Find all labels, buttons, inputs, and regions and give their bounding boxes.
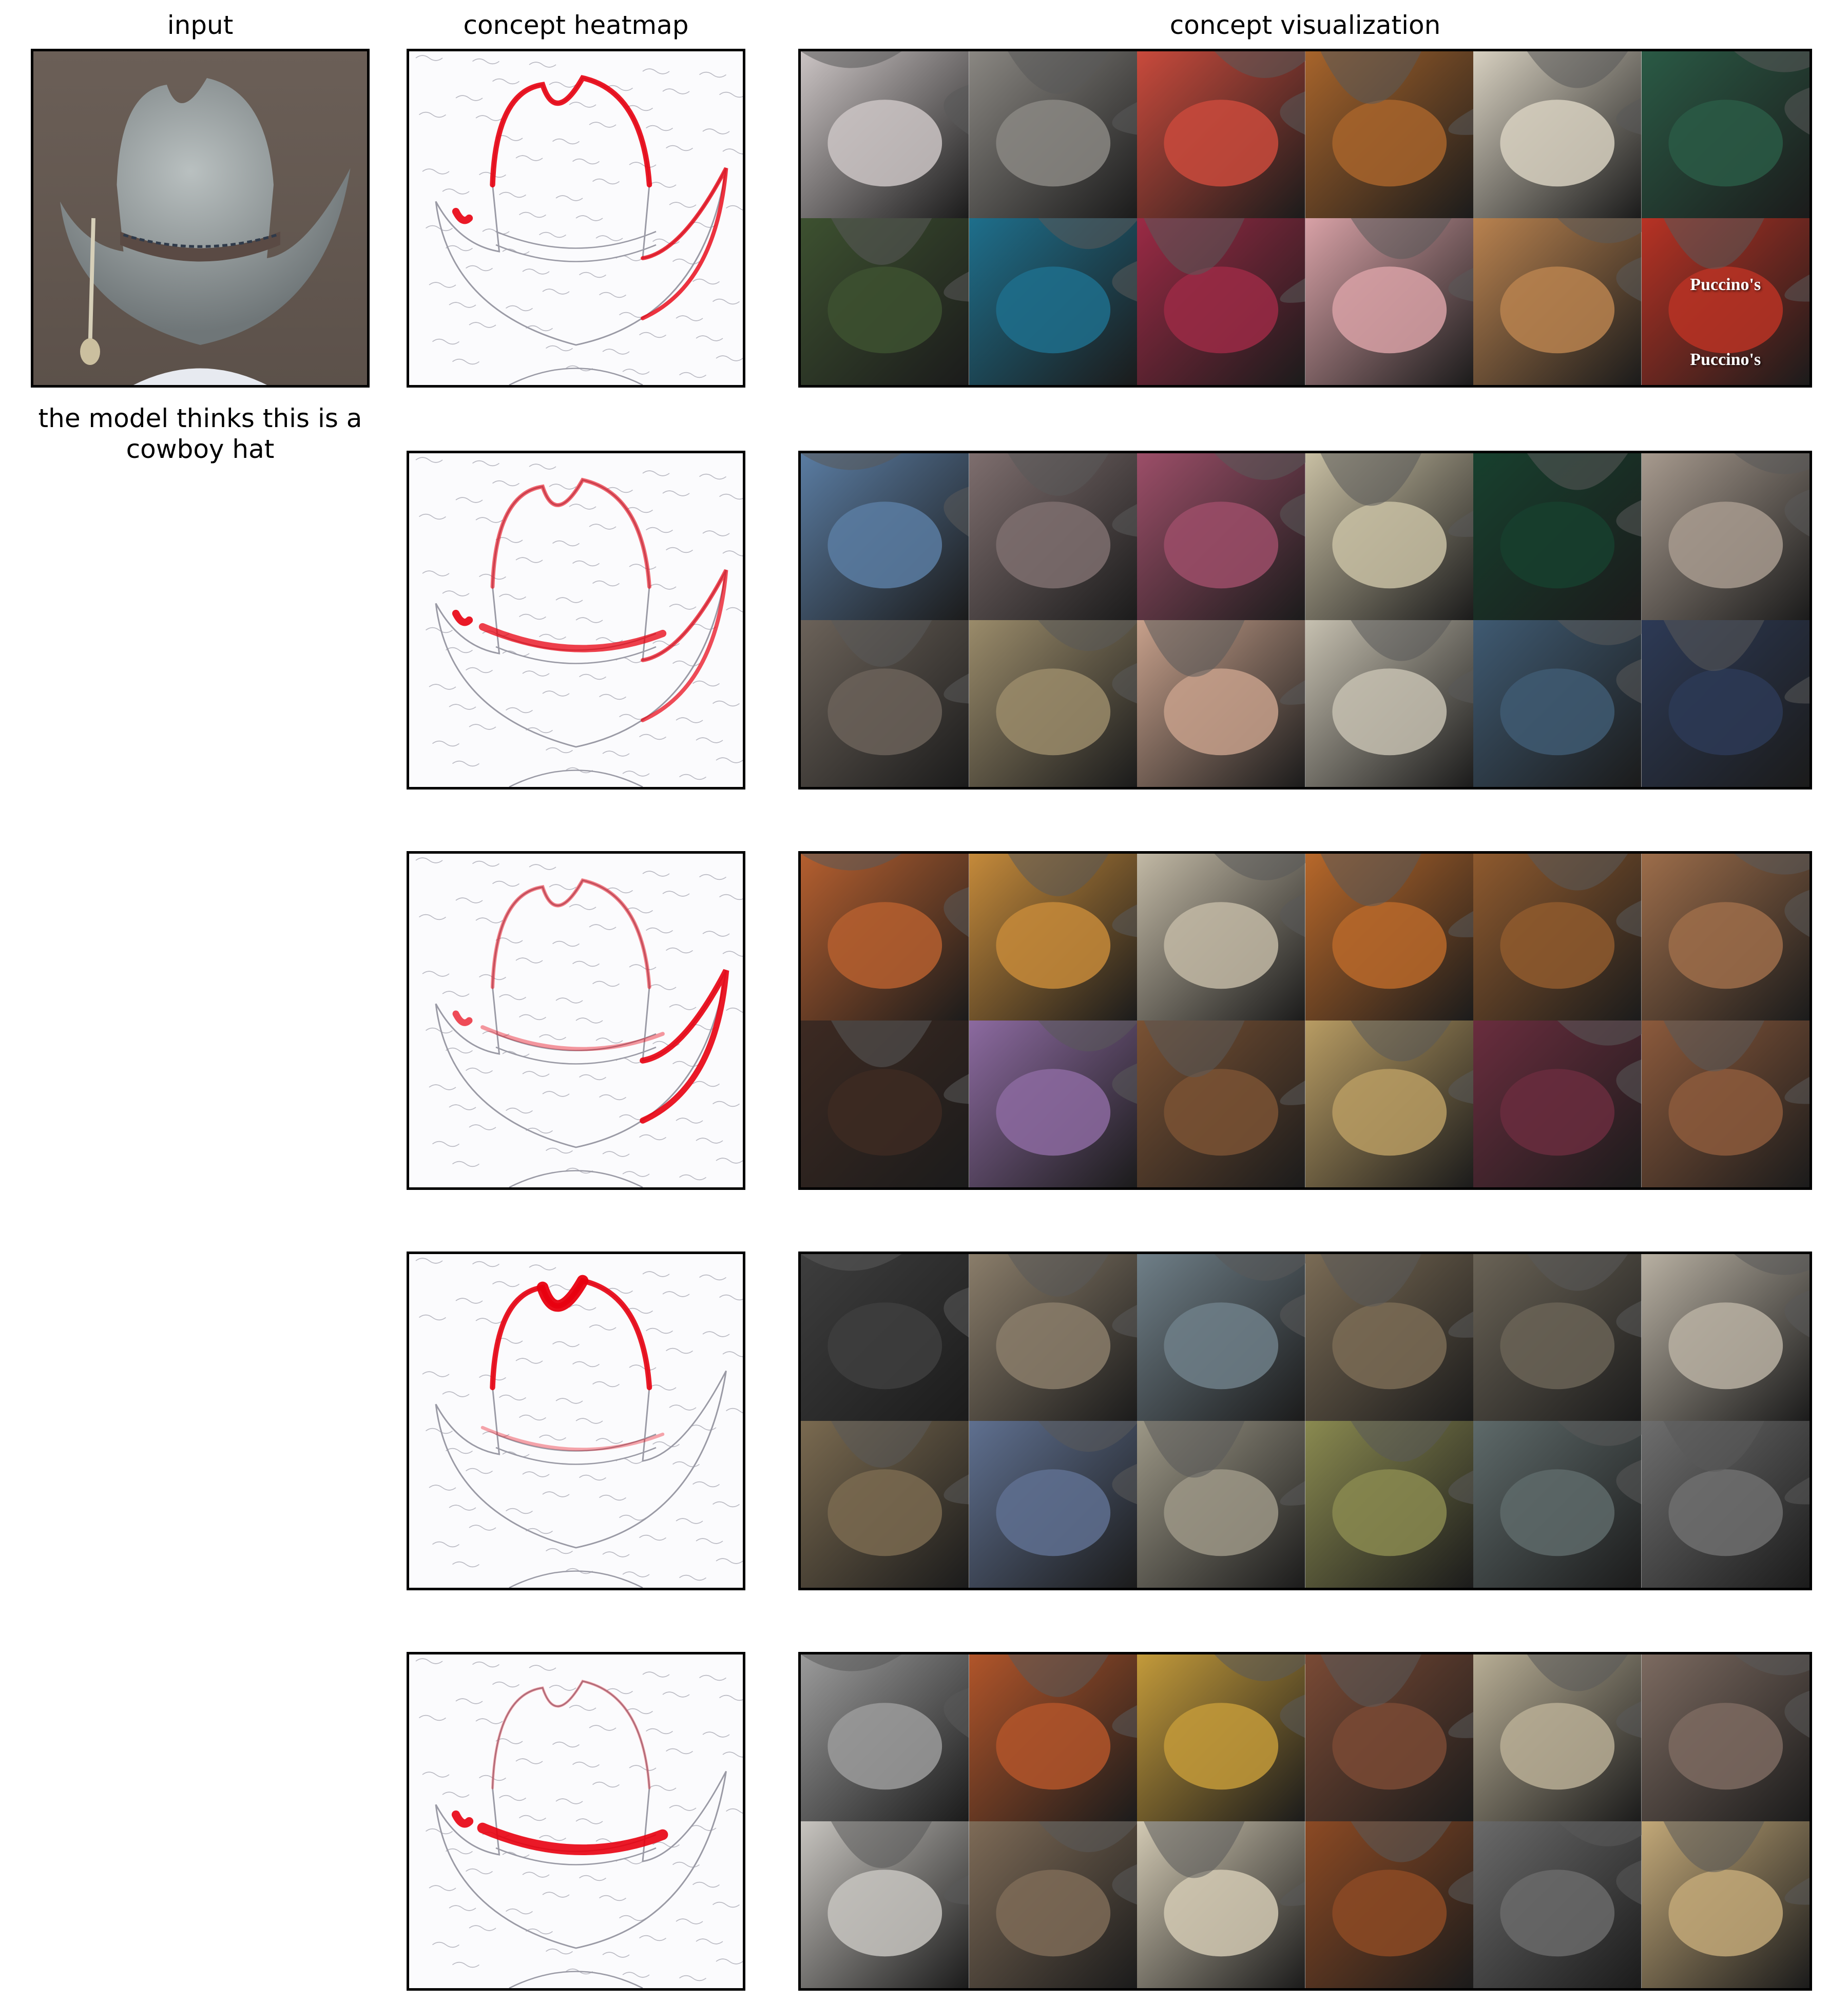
concept-image-tile	[801, 51, 969, 218]
concept-image-tile	[1137, 1421, 1305, 1588]
concept-image-tile	[801, 453, 969, 620]
concept-image-tile	[801, 620, 969, 787]
prediction-caption: the model thinks this is a cowboy hat	[38, 403, 362, 464]
heat-highlight	[452, 1010, 473, 1026]
concept-visualization-grid	[798, 451, 1812, 790]
concept-image-tile	[1305, 1421, 1473, 1588]
heat-highlight	[641, 569, 728, 722]
heat-highlight	[451, 1810, 474, 1828]
concept-image-tile	[801, 1421, 969, 1588]
concept-heatmap	[407, 49, 745, 388]
concept-image-tile	[801, 1654, 969, 1821]
concept-heatmap	[407, 851, 745, 1190]
concept-image-tile	[969, 51, 1137, 218]
concept-visualization-grid	[798, 851, 1812, 1190]
concept-image-tile	[1137, 620, 1305, 787]
concept-image-tile	[1305, 1654, 1473, 1821]
concept-image-tile	[1137, 1654, 1305, 1821]
concept-image-tile	[1137, 218, 1305, 385]
heatmap-canvas	[409, 453, 743, 787]
concept-image-tile	[801, 854, 969, 1021]
concept-image-tile	[969, 1254, 1137, 1421]
heat-highlight	[640, 969, 729, 1124]
concept-image-tile	[1641, 620, 1810, 787]
tile-text: Puccino's	[1690, 350, 1761, 370]
concept-image-tile	[801, 1821, 969, 1988]
input-header: input	[167, 10, 234, 40]
tile-text: Puccino's	[1690, 275, 1761, 294]
concept-visualization-grid	[798, 1252, 1812, 1590]
concept-image-tile	[1305, 1821, 1473, 1988]
heat-highlight	[641, 167, 728, 320]
concept-image-tile	[1305, 1021, 1473, 1187]
concept-image-tile	[1641, 453, 1810, 620]
heat-highlight	[480, 1426, 665, 1451]
concept-image-tile	[1641, 51, 1810, 218]
concept-image-tile	[1137, 854, 1305, 1021]
concept-image-tile	[1473, 1254, 1642, 1421]
concept-image-tile	[1641, 1021, 1810, 1187]
heatmap-canvas	[409, 1254, 743, 1588]
concept-image-tile	[1473, 1821, 1642, 1988]
concept-image-tile	[1137, 1821, 1305, 1988]
heat-highlight	[480, 1025, 665, 1051]
heatmap-header: concept heatmap	[463, 10, 689, 40]
heatmap-canvas	[409, 51, 743, 385]
heat-highlight	[490, 878, 651, 989]
concept-image-tile	[1473, 620, 1642, 787]
concept-image-tile	[969, 620, 1137, 787]
heat-highlight	[491, 1680, 651, 1789]
heat-highlight	[490, 477, 651, 589]
heat-highlight	[452, 609, 473, 626]
concept-image-tile	[1641, 854, 1810, 1021]
concept-image-tile	[969, 1021, 1137, 1187]
concept-image-tile	[969, 1654, 1137, 1821]
concept-visualization-grid	[798, 1652, 1812, 1991]
visualization-header: concept visualization	[1169, 10, 1441, 40]
concept-image-tile	[1641, 1421, 1810, 1588]
concept-image-tile	[801, 1021, 969, 1187]
concept-image-tile	[1305, 218, 1473, 385]
concept-image-tile	[1641, 1654, 1810, 1821]
concept-image-tile	[1305, 620, 1473, 787]
concept-image-tile	[1137, 51, 1305, 218]
concept-heatmap	[407, 1252, 745, 1590]
concept-image-tile	[1473, 218, 1642, 385]
concept-image-tile	[1305, 1254, 1473, 1421]
heatmap-canvas	[409, 854, 743, 1187]
concept-image-tile: Puccino's Puccino's	[1641, 218, 1810, 385]
heat-highlight	[452, 207, 473, 224]
concept-heatmap	[407, 451, 745, 790]
concept-image-tile	[1641, 1821, 1810, 1988]
concept-visualization-grid: Puccino's Puccino's	[798, 49, 1812, 388]
heat-highlight	[477, 1822, 668, 1855]
concept-image-tile	[1305, 854, 1473, 1021]
concept-image-tile	[1473, 453, 1642, 620]
heat-highlight	[478, 623, 667, 652]
concept-image-tile	[1137, 1254, 1305, 1421]
concept-image-tile	[1473, 51, 1642, 218]
concept-image-tile	[969, 1821, 1137, 1988]
concept-image-tile	[1305, 51, 1473, 218]
heat-highlight	[536, 1275, 589, 1312]
concept-image-tile	[1473, 1021, 1642, 1187]
concept-image-tile	[1473, 854, 1642, 1021]
input-image	[31, 49, 370, 388]
concept-image-tile	[1305, 453, 1473, 620]
concept-image-tile	[1473, 1421, 1642, 1588]
concept-image-tile	[1641, 1254, 1810, 1421]
concept-image-tile	[1473, 1654, 1642, 1821]
concept-image-tile	[969, 453, 1137, 620]
concept-image-tile	[1137, 453, 1305, 620]
heatmap-canvas	[409, 1654, 743, 1988]
concept-image-tile	[801, 218, 969, 385]
concept-image-tile	[969, 218, 1137, 385]
concept-image-tile	[969, 1421, 1137, 1588]
concept-image-tile	[801, 1254, 969, 1421]
concept-image-tile	[1137, 1021, 1305, 1187]
heat-highlight	[490, 75, 652, 188]
concept-image-tile	[969, 854, 1137, 1021]
concept-heatmap	[407, 1652, 745, 1991]
